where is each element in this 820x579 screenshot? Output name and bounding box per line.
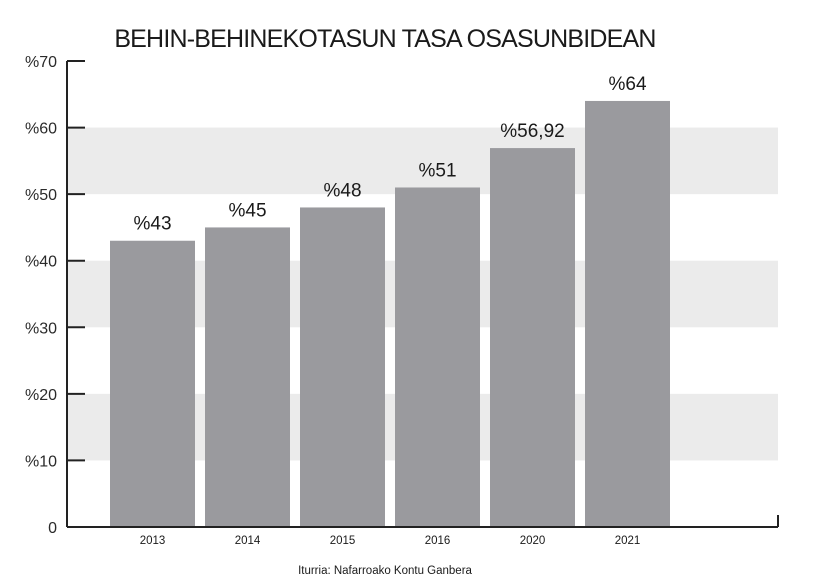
x-tick-labels: 2013 2014 2015 2016 2020 2021	[140, 535, 641, 547]
axes-group	[66, 60, 779, 528]
data-label-2015: %48	[323, 180, 361, 201]
data-labels-group: %43 %45 %48 %51 %56,92 %64	[133, 74, 646, 235]
y-tick-label: %40	[25, 254, 57, 271]
bar-2016	[395, 187, 480, 527]
y-tick-label: 0	[48, 520, 57, 537]
x-tick-label-2014: 2014	[235, 535, 261, 547]
bar-2021	[585, 100, 670, 527]
y-tick-label: %70	[25, 54, 57, 71]
y-tick-label: %60	[25, 121, 57, 138]
y-tick-label: %10	[25, 453, 57, 470]
bars-group	[110, 100, 670, 527]
y-tick-label: %30	[25, 320, 57, 337]
y-tick-label: %50	[25, 187, 57, 204]
y-tick-label: %20	[25, 387, 57, 404]
source-note: Iturria: Nafarroako Kontu Ganbera	[298, 565, 472, 577]
x-tick-label-2016: 2016	[425, 535, 451, 547]
x-tick-label-2021: 2021	[615, 535, 641, 547]
chart-title: BEHIN-BEHINEKOTASUN TASA OSASUNBIDEAN	[114, 25, 655, 53]
bar-2020	[490, 148, 575, 527]
bar-2013	[110, 240, 195, 527]
x-tick-label-2020: 2020	[520, 535, 546, 547]
data-label-2020: %56,92	[500, 121, 564, 142]
bar-2014	[205, 227, 290, 527]
data-label-2021: %64	[608, 74, 646, 95]
data-label-2016: %51	[418, 160, 456, 181]
data-label-2013: %43	[133, 214, 171, 235]
data-label-2014: %45	[228, 200, 266, 221]
x-tick-label-2015: 2015	[330, 535, 356, 547]
y-tick-labels: 0 %10 %20 %30 %40 %50 %60 %70	[25, 54, 57, 537]
bar-2015	[300, 207, 385, 527]
x-tick-label-2013: 2013	[140, 535, 166, 547]
